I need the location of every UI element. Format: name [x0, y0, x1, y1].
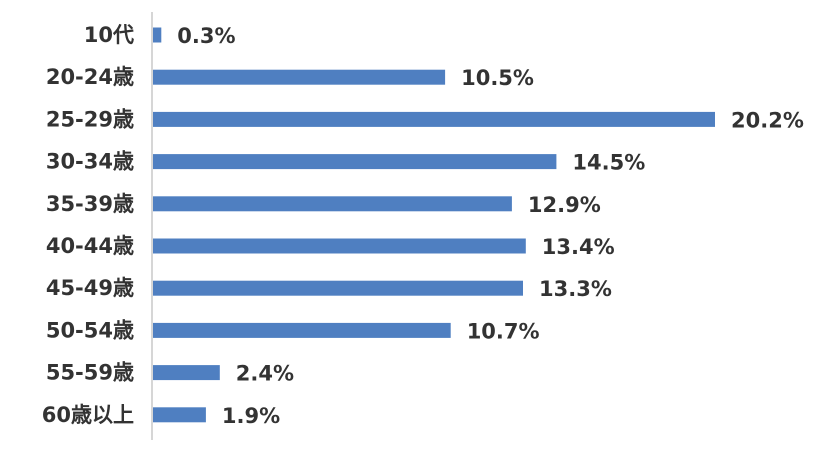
- value-label-1: 10.5%: [461, 66, 534, 90]
- category-label-2: 25-29歳: [46, 107, 134, 131]
- category-label-0: 10代: [84, 23, 134, 47]
- value-label-5: 13.4%: [542, 235, 615, 259]
- bar-2: [153, 111, 715, 127]
- bar-7: [153, 322, 451, 338]
- bars-group: [153, 27, 715, 423]
- category-label-6: 45-49歳: [46, 276, 134, 300]
- category-label-4: 35-39歳: [46, 192, 134, 216]
- value-label-3: 14.5%: [572, 151, 645, 175]
- bar-3: [153, 154, 557, 170]
- bar-0: [153, 27, 162, 43]
- bar-1: [153, 69, 446, 85]
- category-labels-group: 10代 20-24歳 25-29歳 30-34歳 35-39歳 40-44歳 45-49歳 5…: [42, 23, 134, 427]
- value-label-8: 2.4%: [236, 362, 294, 386]
- value-labels-group: 0.3% 10.5% 20.2% 14.5% 12.9% 13.4% 13.3% 10.7% 2…: [177, 24, 804, 428]
- bar-9: [153, 407, 206, 423]
- value-label-4: 12.9%: [528, 193, 601, 217]
- category-label-8: 55-59歳: [46, 361, 134, 385]
- value-label-9: 1.9%: [222, 404, 280, 428]
- value-label-2: 20.2%: [731, 108, 804, 132]
- value-label-6: 13.3%: [539, 277, 612, 301]
- bar-4: [153, 196, 512, 212]
- value-label-7: 10.7%: [467, 319, 540, 343]
- category-label-3: 30-34歳: [46, 150, 134, 174]
- category-label-5: 40-44歳: [46, 234, 134, 258]
- bar-8: [153, 365, 220, 381]
- category-label-7: 50-54歳: [46, 318, 134, 342]
- category-label-9: 60歳以上: [42, 403, 134, 427]
- category-label-1: 20-24歳: [46, 65, 134, 89]
- bar-6: [153, 280, 523, 296]
- bar-5: [153, 238, 526, 254]
- value-label-0: 0.3%: [177, 24, 235, 48]
